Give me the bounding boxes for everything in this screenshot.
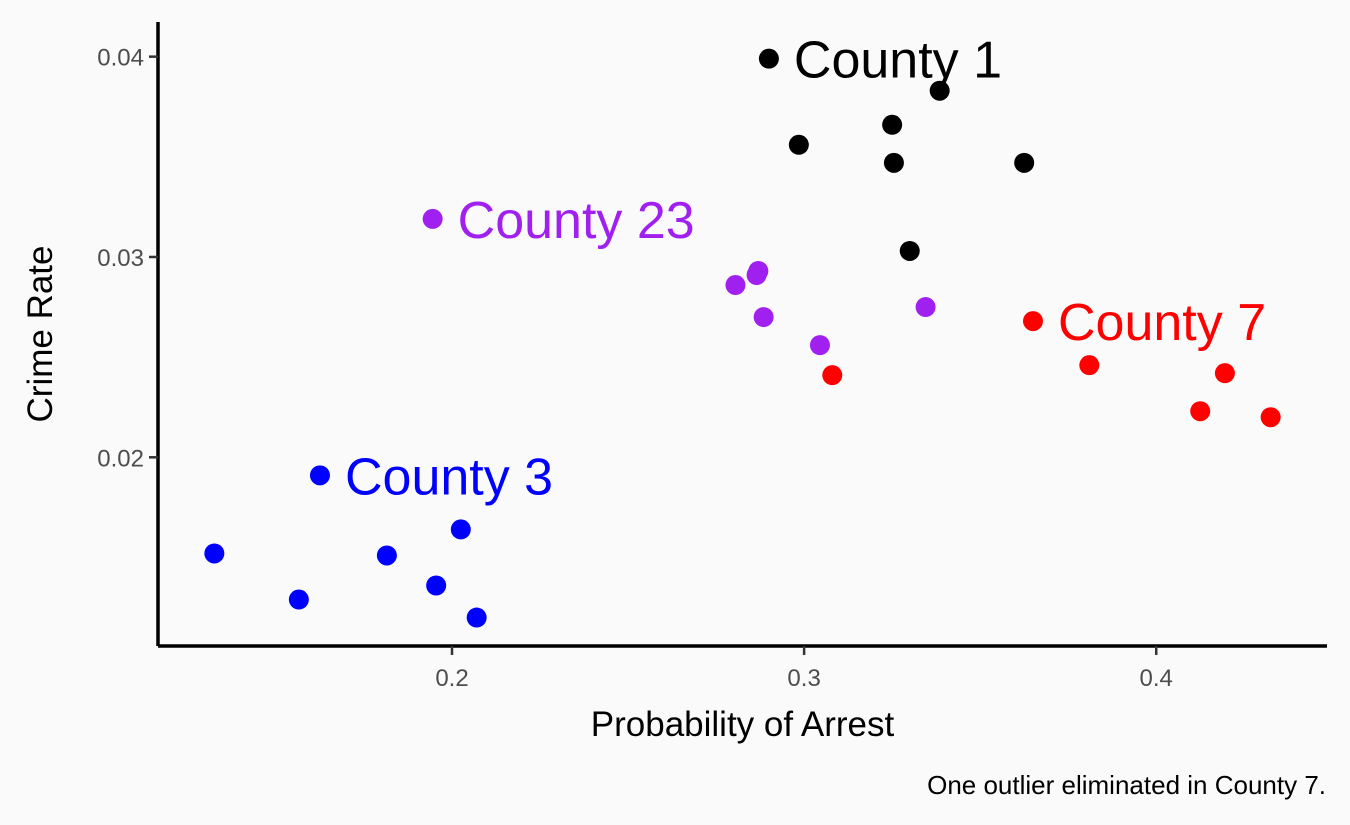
data-point bbox=[883, 152, 904, 173]
x-tick-label: 0.3 bbox=[787, 665, 820, 692]
data-point bbox=[288, 589, 309, 610]
data-point bbox=[1014, 152, 1035, 173]
series-labels: County 1 County 23 County 7 County 3 bbox=[345, 32, 1266, 507]
data-point bbox=[376, 545, 397, 566]
data-point bbox=[1079, 355, 1100, 376]
data-point bbox=[426, 575, 447, 596]
data-point bbox=[1214, 363, 1235, 384]
data-point bbox=[788, 134, 809, 155]
chart-caption: One outlier eliminated in County 7. bbox=[927, 770, 1326, 800]
data-point bbox=[725, 275, 746, 296]
data-points bbox=[204, 48, 1281, 628]
x-axis-title: Probability of Arrest bbox=[591, 705, 895, 744]
y-tick-label: 0.04 bbox=[97, 45, 144, 72]
data-point bbox=[822, 365, 843, 386]
data-point bbox=[309, 465, 330, 486]
y-axis-title: Crime Rate bbox=[21, 246, 60, 423]
data-point bbox=[466, 607, 487, 628]
data-point bbox=[1022, 311, 1043, 332]
x-tick-label: 0.4 bbox=[1140, 665, 1173, 692]
y-tick-label: 0.02 bbox=[97, 445, 144, 472]
data-point bbox=[1260, 407, 1281, 428]
series-label: County 23 bbox=[458, 192, 695, 250]
data-point bbox=[422, 208, 443, 229]
data-point bbox=[809, 335, 830, 356]
data-point bbox=[929, 80, 950, 101]
data-point bbox=[899, 240, 920, 261]
data-point bbox=[882, 114, 903, 135]
x-tick-label: 0.2 bbox=[435, 665, 468, 692]
data-point bbox=[1190, 401, 1211, 422]
data-point bbox=[915, 297, 936, 318]
data-point bbox=[746, 265, 767, 286]
series-label: County 7 bbox=[1058, 294, 1266, 352]
data-point bbox=[450, 519, 471, 540]
axes: 0.2 0.3 0.4 0.02 0.03 0.04 bbox=[97, 22, 1327, 692]
data-point bbox=[758, 48, 779, 69]
series-label: County 3 bbox=[345, 448, 553, 506]
data-point bbox=[753, 307, 774, 328]
data-point bbox=[204, 543, 225, 564]
y-tick-label: 0.03 bbox=[97, 245, 144, 272]
series-label: County 1 bbox=[794, 32, 1002, 90]
